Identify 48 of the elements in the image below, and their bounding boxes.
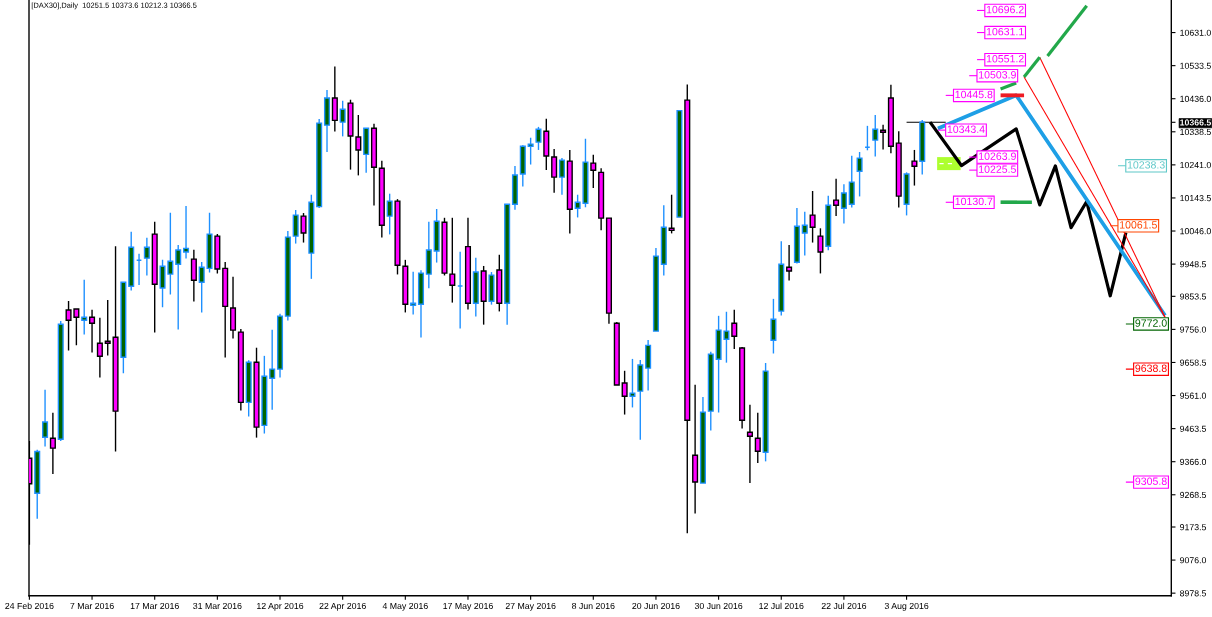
data-label: 10225.5 — [979, 165, 1016, 173]
x-tick-label: 12 Jul 2016 — [759, 602, 804, 610]
y-tick-label: 10143.5 — [1180, 195, 1211, 202]
data-label: 10238.3 — [1127, 161, 1165, 169]
data-label: 10696.2 — [986, 5, 1024, 14]
data-label: 10343.4 — [947, 125, 985, 133]
x-tick-label: 24 Feb 2016 — [5, 602, 54, 610]
data-label: 10551.2 — [986, 55, 1024, 63]
x-tick-label: 3 Aug 2016 — [884, 602, 929, 611]
y-tick-label: 9756.0 — [1180, 326, 1207, 333]
y-tick-label: 8978.5 — [1180, 590, 1207, 597]
data-label: 9305.8 — [1135, 477, 1167, 485]
y-tick-label: 9173.5 — [1180, 524, 1207, 531]
x-tick-label: 8 Jun 2016 — [572, 602, 615, 610]
y-tick-label: 10436.0 — [1180, 95, 1211, 102]
data-label: 9638.8 — [1135, 364, 1167, 372]
x-tick-label: 22 Apr 2016 — [319, 602, 366, 611]
data-label: 10061.5 — [1120, 221, 1157, 229]
y-tick-label: 9463.5 — [1180, 425, 1207, 432]
y-tick-label: 10046.0 — [1180, 228, 1211, 235]
x-tick-label: 22 Jul 2016 — [821, 602, 867, 610]
data-label: 10263.9 — [979, 152, 1016, 160]
y-tick-label: 9658.5 — [1180, 359, 1207, 366]
y-tick-label: 9076.0 — [1180, 557, 1207, 564]
y-tick-label: 10338.5 — [1180, 128, 1211, 136]
data-label: 10631.1 — [986, 27, 1024, 36]
data-label: 10445.8 — [955, 90, 993, 99]
y-tick-label: 9948.5 — [1180, 261, 1207, 268]
y-tick-label: 9366.0 — [1180, 458, 1207, 465]
data-label: 9772.0 — [1135, 319, 1167, 327]
x-tick-label: 17 May 2016 — [443, 602, 493, 611]
x-tick-label: 12 Apr 2016 — [257, 602, 304, 611]
y-tick-label: 9268.5 — [1180, 491, 1207, 499]
x-tick-label: 7 Mar 2016 — [70, 602, 114, 610]
y-tick-label: 10366.5 — [1180, 119, 1212, 126]
x-tick-label: 4 May 2016 — [382, 602, 428, 611]
y-tick-label: 9561.0 — [1180, 392, 1207, 399]
x-tick-label: 20 Jun 2016 — [632, 602, 680, 610]
y-tick-label: 9853.5 — [1180, 293, 1207, 300]
data-label: 10130.7 — [955, 197, 993, 206]
x-tick-label: 17 Mar 2016 — [130, 602, 179, 610]
y-tick-label: 10631.0 — [1180, 29, 1211, 36]
x-tick-label: 27 May 2016 — [505, 602, 556, 611]
data-label: 10503.9 — [979, 71, 1016, 79]
y-tick-label: 10533.5 — [1180, 62, 1211, 69]
x-tick-label: 30 Jun 2016 — [694, 602, 743, 610]
y-tick-label: 10241.0 — [1180, 161, 1211, 169]
x-tick-label: 31 Mar 2016 — [193, 602, 242, 610]
